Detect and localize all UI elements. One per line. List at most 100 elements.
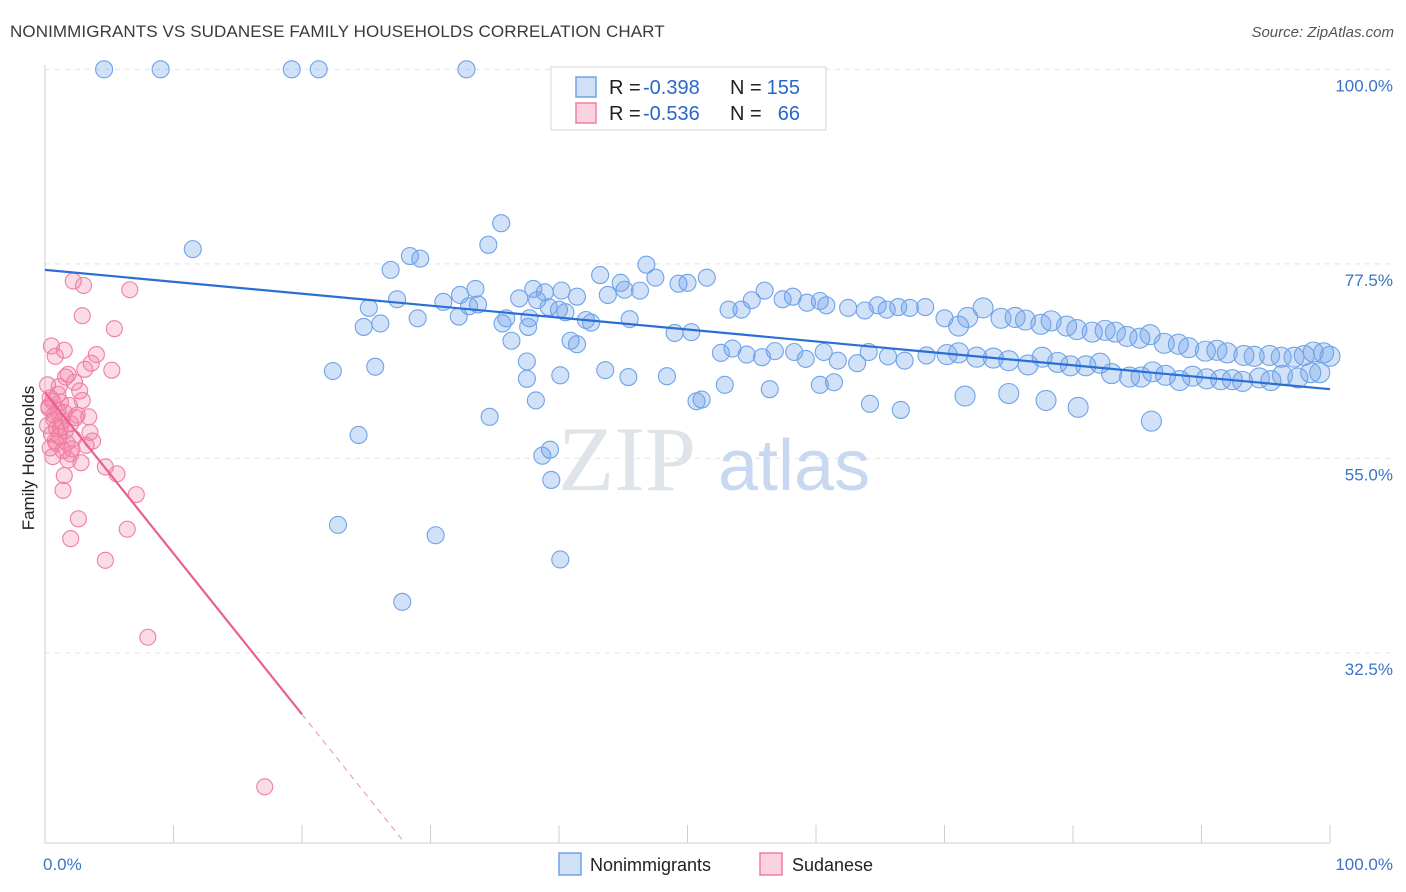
nonimmigrants-point-39 [697, 268, 716, 287]
bottom-legend-swatch-sudanese [759, 852, 783, 876]
nonimmigrants-point-1 [151, 60, 170, 79]
legend-n-label-1: N = [730, 77, 762, 99]
nonimmigrants-point-58 [957, 306, 979, 328]
watermark: ZIP atlas [558, 408, 870, 510]
nonimmigrants-point-37 [646, 268, 665, 287]
nonimmigrants-point-0 [95, 60, 114, 79]
nonimmigrants-point-31 [598, 285, 617, 304]
watermark-atlas: atlas [718, 426, 870, 506]
nonimmigrants-point-172 [551, 550, 570, 569]
nonimmigrants-point-54 [900, 298, 919, 317]
sudanese-point-45 [55, 467, 73, 485]
nonimmigrants-points [95, 60, 1341, 611]
nonimmigrants-point-108 [828, 351, 847, 370]
nonimmigrants-point-141 [1309, 362, 1331, 384]
nonimmigrants-point-26 [524, 279, 543, 298]
sudanese-point-44 [108, 465, 126, 483]
nonimmigrants-point-88 [323, 361, 342, 381]
sudanese-trend-extension [301, 713, 406, 844]
nonimmigrants-point-105 [785, 342, 804, 362]
nonimmigrants-point-173 [393, 592, 412, 611]
nonimmigrants-point-169 [542, 470, 561, 489]
nonimmigrants-point-104 [765, 342, 784, 361]
nonimmigrants-point-20 [528, 291, 547, 310]
nonimmigrants-point-111 [878, 347, 898, 366]
nonimmigrants-point-158 [1067, 396, 1089, 418]
nonimmigrants-point-7 [479, 235, 498, 254]
nonimmigrants-point-156 [998, 382, 1020, 405]
nonimmigrants-point-139 [1287, 367, 1309, 389]
sudanese-point-2 [121, 281, 139, 299]
sudanese-point-61 [73, 391, 91, 409]
sudanese-point-56 [67, 409, 85, 427]
nonimmigrants-point-115 [948, 342, 970, 364]
nonimmigrants-point-15 [408, 309, 427, 328]
source-credit: Source: ZipAtlas.com [1251, 24, 1394, 41]
sudanese-point-50 [62, 530, 80, 548]
y-tick-label-3: 32.5% [1345, 660, 1393, 679]
nonimmigrants-point-59 [972, 297, 994, 319]
nonimmigrants-point-106 [796, 349, 815, 368]
sudanese-point-48 [69, 510, 87, 528]
nonimmigrants-point-44 [773, 290, 792, 309]
nonimmigrants-point-75 [1178, 337, 1200, 359]
nonimmigrants-point-94 [556, 303, 575, 322]
nonimmigrants-point-6 [492, 214, 511, 233]
trend-lines [44, 268, 1331, 844]
nonimmigrants-point-66 [1066, 318, 1088, 341]
sudanese-point-54 [76, 360, 94, 378]
y-tick-label-0: 100.0% [1335, 76, 1393, 95]
sudanese-point-10 [103, 361, 121, 379]
sudanese-point-9 [82, 354, 100, 372]
legend-swatch-sudanese [575, 102, 597, 124]
nonimmigrants-point-112 [895, 351, 914, 370]
bottom-legend-label-nonimmigrants: Nonimmigrants [590, 855, 711, 875]
nonimmigrants-point-12 [359, 298, 378, 317]
nonimmigrants-point-86 [1313, 342, 1335, 364]
nonimmigrants-point-57 [948, 315, 970, 337]
sudanese-point-14 [71, 382, 89, 400]
nonimmigrants-point-161 [517, 369, 536, 388]
nonimmigrants-point-38 [678, 273, 697, 292]
nonimmigrants-point-154 [891, 400, 910, 419]
nonimmigrants-point-33 [615, 280, 634, 299]
nonimmigrants-point-43 [755, 281, 774, 300]
nonimmigrants-point-8 [400, 246, 419, 266]
sudanese-point-55 [49, 385, 67, 403]
legend-r-label-2: R = [609, 103, 641, 125]
nonimmigrants-point-160 [526, 391, 545, 410]
nonimmigrants-point-28 [552, 281, 571, 300]
nonimmigrants-point-152 [824, 373, 844, 392]
sudanese-point-7 [46, 347, 64, 365]
nonimmigrants-point-35 [637, 255, 656, 274]
nonimmigrants-point-164 [596, 361, 615, 380]
nonimmigrants-point-163 [567, 335, 587, 354]
nonimmigrants-point-4 [457, 60, 476, 79]
nonimmigrants-point-125 [1101, 363, 1123, 385]
nonimmigrants-point-145 [657, 367, 676, 386]
y-tick-label-1: 77.5% [1345, 271, 1393, 290]
sudanese-point-51 [96, 551, 114, 569]
nonimmigrants-point-10 [381, 260, 400, 279]
nonimmigrants-point-29 [567, 287, 587, 306]
sudanese-point-52 [139, 628, 157, 646]
nonimmigrants-point-162 [551, 366, 570, 385]
nonimmigrants-point-13 [371, 314, 390, 333]
nonimmigrants-point-140 [1300, 362, 1322, 384]
nonimmigrants-point-18 [510, 289, 529, 308]
legend-r-value-1: -0.398 [643, 77, 700, 99]
sudanese-point-65 [63, 440, 81, 458]
sudanese-point-64 [40, 397, 58, 416]
nonimmigrants-point-100 [711, 343, 730, 362]
legend-r-label-1: R = [609, 77, 641, 99]
nonimmigrants-point-159 [1140, 410, 1162, 432]
nonimmigrants-point-49 [839, 298, 858, 317]
nonimmigrants-point-168 [540, 440, 560, 459]
x-tick-label-0: 0.0% [43, 855, 82, 874]
nonimmigrants-point-82 [1270, 346, 1292, 368]
y-tick-label-2: 55.0% [1345, 465, 1393, 484]
legend-n-value-1: 155 [767, 77, 800, 99]
nonimmigrants-point-102 [737, 345, 756, 364]
nonimmigrants-point-99 [682, 323, 701, 342]
nonimmigrants-point-55 [916, 297, 935, 317]
